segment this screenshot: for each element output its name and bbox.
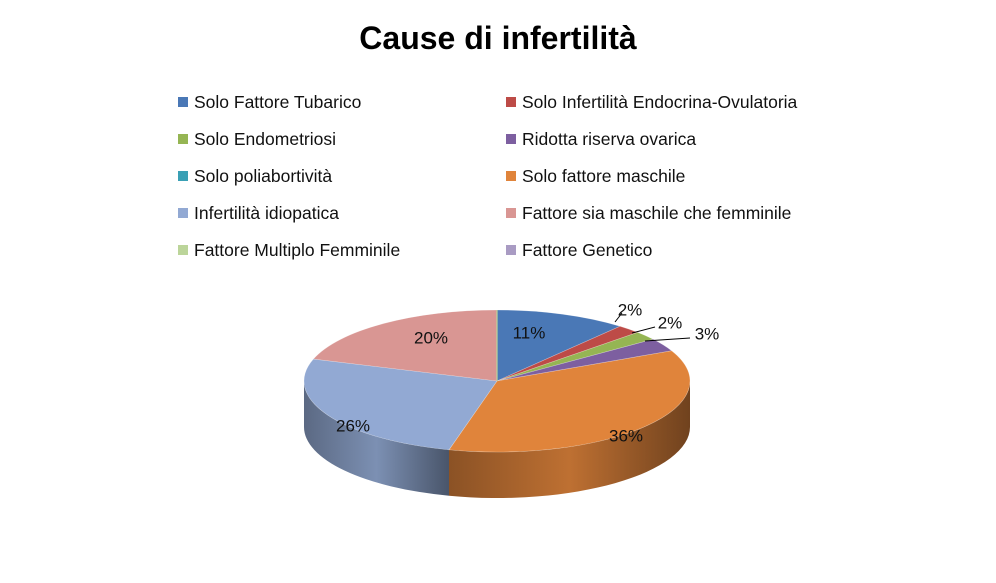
data-label: 36% [609, 426, 643, 445]
pie-slice-3 [496, 338, 673, 382]
legend-swatch [506, 134, 516, 144]
chart-title: Cause di infertilità [359, 20, 637, 56]
legend-swatch [178, 134, 188, 144]
legend-swatch [506, 171, 516, 181]
legend-item: Solo Endometriosi [178, 125, 506, 153]
legend-swatch [178, 97, 188, 107]
pie-slice-7 [312, 309, 498, 382]
data-label: 26% [336, 416, 370, 435]
pie-side-walls [304, 381, 690, 498]
pie-side-5 [449, 381, 690, 498]
legend-label: Fattore sia maschile che femminile [522, 202, 792, 223]
legend-item: Solo Fattore Tubarico [178, 88, 506, 116]
legend-swatch [178, 245, 188, 255]
chart-legend: Solo Fattore Tubarico Solo Infertilità En… [178, 88, 898, 264]
data-label: 3% [695, 324, 720, 343]
data-label: 2% [618, 300, 643, 319]
legend-label: Solo Endometriosi [194, 128, 337, 149]
legend-label: Infertilità idiopatica [194, 202, 339, 223]
leader-line [631, 326, 656, 334]
pie-slice-2 [496, 332, 654, 382]
data-label: 20% [414, 328, 448, 347]
legend-item: Fattore Multiplo Femminile [178, 236, 506, 264]
pie-slice-5 [448, 350, 691, 453]
legend-item: Fattore Genetico [506, 236, 886, 264]
legend-label: Solo Fattore Tubarico [194, 91, 362, 112]
legend-item: Solo Infertilità Endocrina-Ovulatoria [506, 88, 886, 116]
legend-label: Fattore Multiplo Femminile [194, 239, 401, 260]
legend-swatch [506, 97, 516, 107]
legend-label: Solo fattore maschile [522, 165, 686, 186]
legend-label: Solo Infertilità Endocrina-Ovulatoria [522, 91, 798, 112]
legend-swatch [178, 171, 188, 181]
legend-item: Ridotta riserva ovarica [506, 125, 886, 153]
legend-item: Solo fattore maschile [506, 162, 886, 190]
legend-item: Solo poliabortività [178, 162, 506, 190]
pie-slice-6 [303, 358, 498, 451]
data-label: 11% [513, 323, 546, 342]
data-label: 2% [658, 313, 683, 332]
pie-slice-1 [496, 325, 639, 382]
legend-swatch [506, 245, 516, 255]
legend-label: Solo poliabortività [194, 165, 333, 186]
pie-slice-0 [496, 309, 621, 382]
legend-swatch [178, 208, 188, 218]
leader-line [614, 312, 623, 323]
legend-item: Fattore sia maschile che femminile [506, 199, 886, 227]
pie-side-6 [304, 381, 450, 496]
legend-item: Infertilità idiopatica [178, 199, 506, 227]
legend-label: Ridotta riserva ovarica [522, 128, 697, 149]
legend-swatch [506, 208, 516, 218]
legend-label: Fattore Genetico [522, 239, 653, 260]
leader-line [644, 337, 691, 342]
